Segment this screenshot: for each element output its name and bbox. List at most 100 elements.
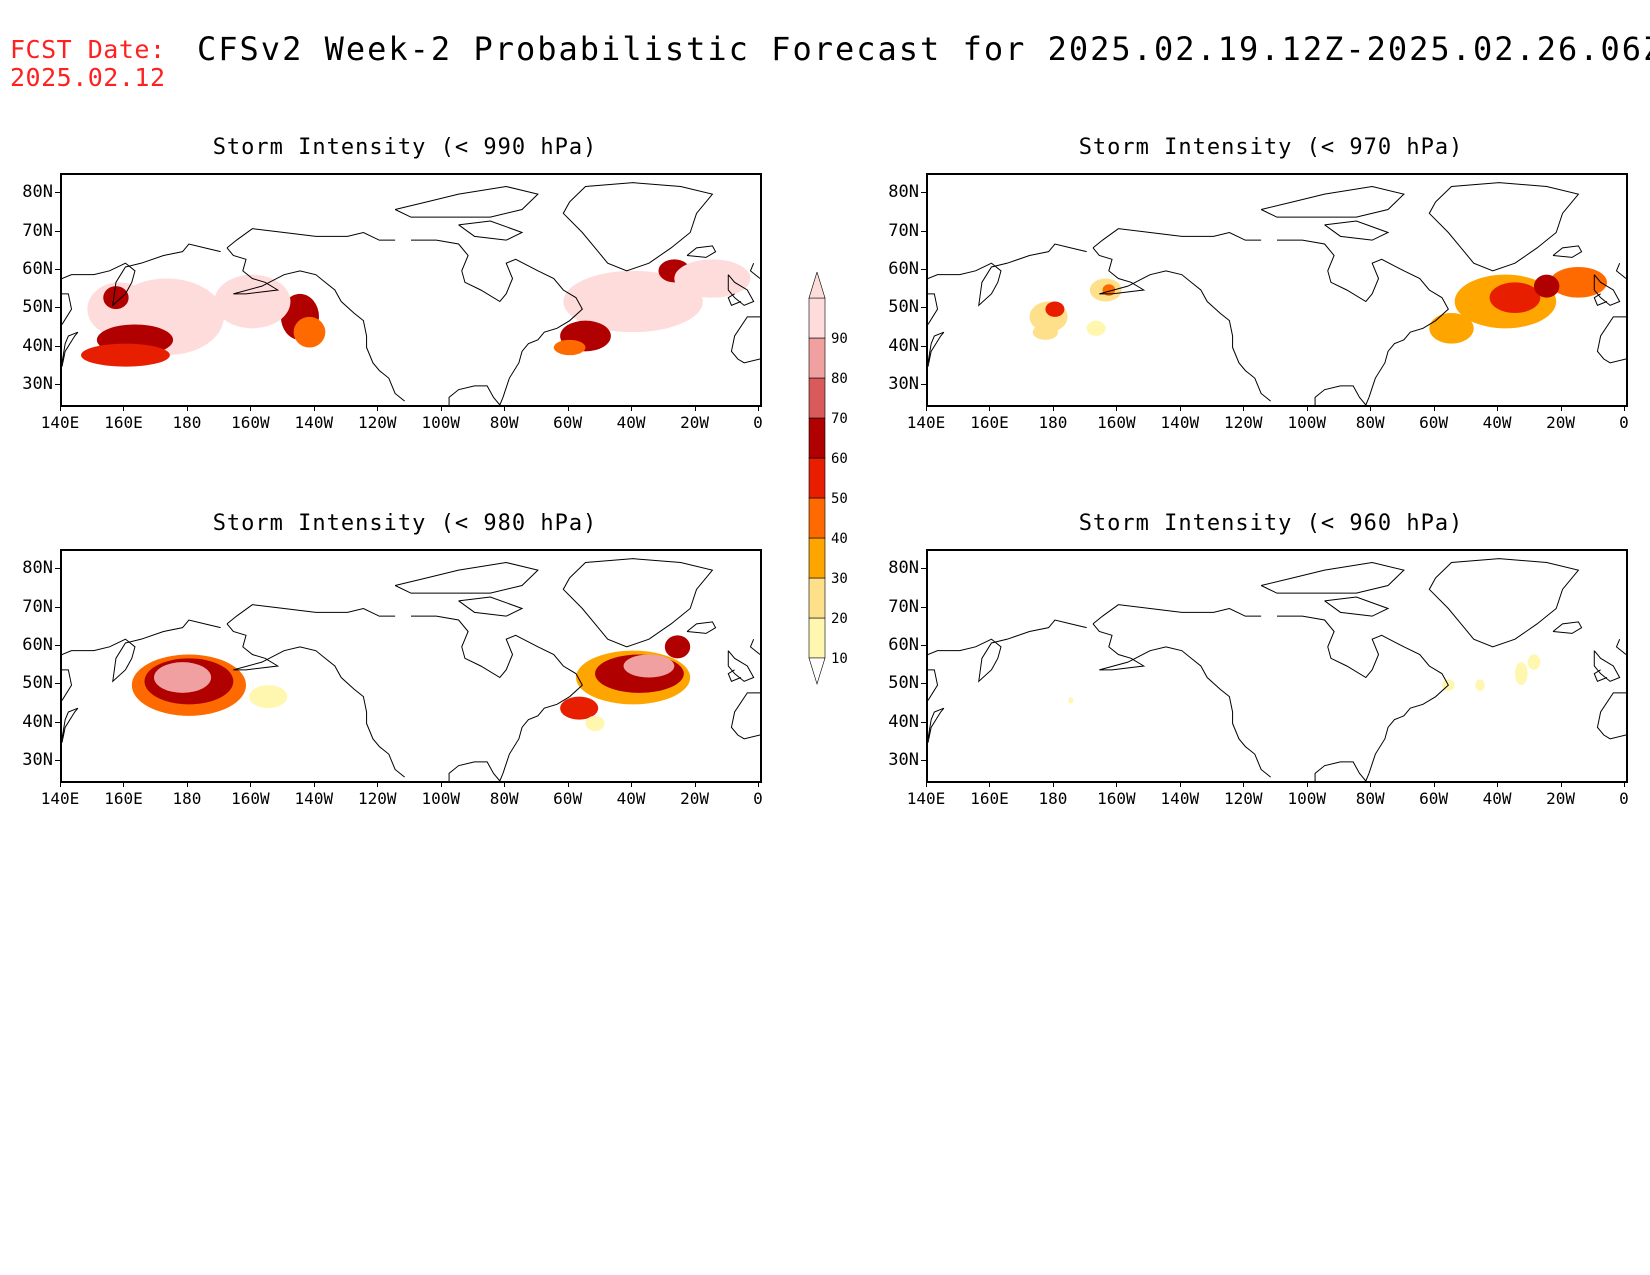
lat-tick: [921, 383, 927, 385]
coastline: [562, 182, 714, 272]
lon-tick-label: 160E: [104, 413, 143, 432]
lon-tick: [1497, 405, 1499, 411]
lon-tick: [313, 781, 315, 787]
lon-tick: [758, 405, 759, 411]
lon-tick: [567, 405, 569, 411]
colorbar-arrow-top: [808, 272, 826, 299]
panel-title: Storm Intensity (< 970 hPa): [1078, 135, 1464, 160]
probability-area: [664, 635, 691, 659]
lon-tick: [186, 405, 188, 411]
coastline: [730, 316, 760, 364]
fcst-date-label: FCST Date:: [10, 35, 166, 64]
map-canvas: [928, 558, 1626, 781]
lon-tick-label: 140E: [906, 413, 946, 432]
colorbar: 10 20 30 40 50 60 70 80 90: [808, 272, 848, 686]
fcst-date-block: FCST Date: 2025.02.12: [10, 36, 166, 92]
lat-tick: [55, 307, 61, 309]
lon-tick: [1433, 405, 1435, 411]
map-panel: [926, 173, 1628, 407]
lon-tick: [440, 405, 442, 411]
probability-area: [103, 286, 129, 310]
lon-tick-label: 0: [753, 413, 763, 432]
lon-tick: [926, 781, 927, 787]
lat-tick-label: 30N: [22, 373, 53, 394]
lat-tick-label: 50N: [22, 673, 53, 694]
colorbar-segment: [808, 337, 826, 379]
probability-area: [1086, 320, 1106, 336]
coastline: [411, 615, 583, 774]
lon-tick: [631, 405, 633, 411]
lon-tick-label: 100W: [1287, 413, 1326, 432]
colorbar-label: 30: [831, 571, 848, 587]
lon-tick-label: 80W: [489, 789, 519, 808]
colorbar-arrow-bottom: [808, 657, 826, 686]
coastline: [928, 243, 1087, 325]
colorbar-label: 10: [831, 651, 848, 667]
panel-title: Storm Intensity (< 990 hPa): [212, 135, 598, 160]
probability-area: [249, 685, 288, 709]
map-canvas: [62, 558, 760, 781]
lon-tick: [1243, 405, 1245, 411]
probability-area: [553, 339, 586, 356]
coastline: [1593, 293, 1608, 306]
lon-tick: [250, 781, 252, 787]
lon-tick-label: 140E: [40, 413, 80, 432]
lat-tick-label: 80N: [22, 558, 53, 579]
lon-tick-label: 20W: [1546, 789, 1575, 808]
colorbar-label: 70: [831, 411, 848, 427]
probability-area: [1102, 284, 1116, 296]
lon-tick: [377, 405, 379, 411]
lon-tick: [1624, 781, 1625, 787]
lon-tick: [1306, 405, 1308, 411]
lon-tick-label: 20W: [680, 789, 709, 808]
lon-tick-label: 160W: [231, 413, 270, 432]
colorbar-segment: [808, 497, 826, 539]
colorbar-label: 40: [831, 531, 848, 547]
lat-tick-label: 70N: [22, 596, 53, 617]
lat-tick: [921, 230, 927, 232]
lon-tick-label: 140W: [1160, 789, 1200, 808]
map-panel: [926, 549, 1628, 783]
lat-tick: [55, 721, 61, 723]
lon-tick: [440, 781, 442, 787]
lon-tick-label: 180: [172, 789, 202, 808]
lon-tick: [758, 781, 759, 787]
lon-tick: [1370, 405, 1372, 411]
map-canvas: [928, 182, 1626, 405]
lat-tick: [55, 230, 61, 232]
lon-tick: [1497, 781, 1499, 787]
coastline: [62, 619, 221, 701]
lon-tick: [1243, 781, 1245, 787]
lon-tick-label: 140W: [1160, 413, 1200, 432]
lon-tick-label: 160E: [970, 413, 1009, 432]
coastline: [749, 638, 760, 655]
lon-tick-label: 0: [1619, 789, 1629, 808]
probability-area: [563, 270, 703, 333]
lat-tick-label: 30N: [888, 373, 919, 394]
lat-tick-label: 50N: [888, 297, 919, 318]
probability-area: [293, 316, 326, 348]
coastline: [727, 293, 742, 306]
probability-area: [1489, 282, 1541, 313]
coastline: [1277, 239, 1449, 398]
lon-tick-label: 20W: [680, 413, 709, 432]
coastline: [1428, 558, 1580, 648]
lat-tick-label: 30N: [22, 749, 53, 770]
lat-tick: [55, 568, 61, 570]
lon-tick-label: 80W: [489, 413, 519, 432]
coastline: [727, 274, 755, 306]
probability-area: [674, 259, 751, 298]
colorbar-segment: [808, 297, 826, 339]
coastline: [1324, 596, 1390, 617]
lat-tick: [55, 683, 61, 685]
lat-tick-label: 70N: [888, 220, 919, 241]
coastline: [1260, 561, 1405, 594]
lon-tick: [504, 405, 506, 411]
lat-tick: [55, 192, 61, 194]
lon-tick: [250, 405, 252, 411]
probability-area: [1527, 654, 1541, 670]
probability-area: [1533, 274, 1560, 298]
colorbar-segment: [808, 617, 826, 659]
lon-tick-label: 60W: [1419, 789, 1449, 808]
lon-tick-label: 60W: [553, 789, 583, 808]
